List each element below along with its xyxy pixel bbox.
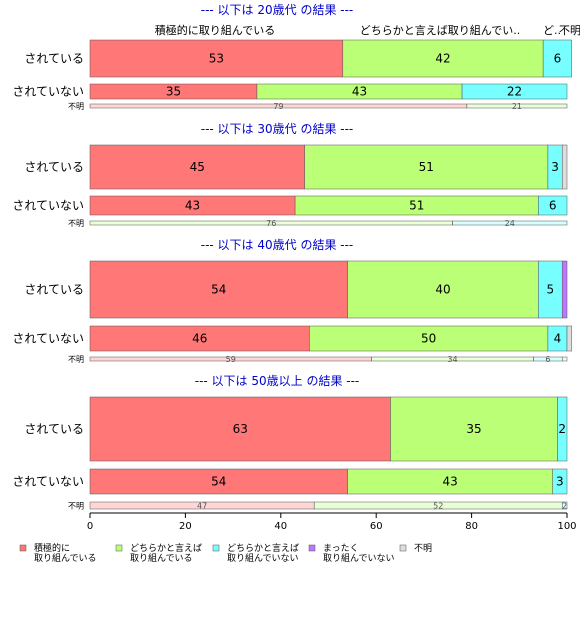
data-label: 21 xyxy=(512,102,522,111)
bar-segment xyxy=(561,260,568,319)
data-label: 3 xyxy=(551,160,559,174)
data-label: 4 xyxy=(554,332,562,346)
data-label: 35 xyxy=(466,422,481,436)
data-label: 79 xyxy=(273,102,283,111)
row-label: されている xyxy=(24,283,84,297)
panel-title: --- 以下は 40歳代 の結果 --- xyxy=(201,238,354,252)
x-tick-label: 100 xyxy=(557,521,576,532)
data-label: 6 xyxy=(549,199,557,213)
row-label: されている xyxy=(24,160,84,174)
data-label: 54 xyxy=(211,283,226,297)
data-label: 24 xyxy=(505,219,515,228)
bar-segment xyxy=(466,103,568,109)
legend-label: 取り組んでいる xyxy=(130,552,193,564)
data-label: 45 xyxy=(190,160,205,174)
bar-segment xyxy=(561,144,568,190)
data-label: 63 xyxy=(233,422,248,436)
bar-segment xyxy=(390,396,558,462)
bar-segment xyxy=(89,396,391,462)
data-label: 47 xyxy=(197,502,207,511)
legend-swatch xyxy=(115,544,123,552)
data-label: 5 xyxy=(546,283,554,297)
data-label: 59 xyxy=(226,355,236,364)
x-tick-label: 0 xyxy=(87,521,93,532)
bar-segment xyxy=(452,220,568,226)
data-label: 2 xyxy=(558,422,566,436)
legend-label: 取り組んでいる xyxy=(34,552,97,564)
row-label: されている xyxy=(24,422,84,436)
bar-segment xyxy=(552,468,568,495)
data-label: 53 xyxy=(209,52,224,66)
panel-title: --- 以下は 50歳以上 の結果 --- xyxy=(195,374,360,388)
legend-label: まったく xyxy=(323,543,359,554)
legend-swatch xyxy=(212,544,220,552)
data-label: 43 xyxy=(352,85,367,99)
data-label: 2 xyxy=(562,502,567,511)
bar-segment xyxy=(89,39,344,78)
legend-label: 取り組んでいない xyxy=(323,552,395,564)
data-label: 6 xyxy=(554,52,562,66)
legend-label: どちらかと言えば xyxy=(227,542,299,554)
segment-header-label: どちらかと言えば取り組んでい.. xyxy=(360,24,520,37)
x-tick-label: 20 xyxy=(179,521,192,532)
bar-segment xyxy=(309,325,549,352)
x-tick-label: 60 xyxy=(370,521,383,532)
bar-segment xyxy=(347,468,553,495)
data-label: 22 xyxy=(507,85,522,99)
legend-label: どちらかと言えば xyxy=(130,542,202,554)
row-label: 不明 xyxy=(68,502,84,511)
x-tick-label: 40 xyxy=(274,521,287,532)
bar-segment xyxy=(89,325,310,352)
row-label: されていない xyxy=(12,199,84,213)
data-label: 46 xyxy=(192,332,207,346)
bar-segment xyxy=(89,468,348,495)
legend-swatch xyxy=(399,544,407,552)
bar-segment xyxy=(342,39,544,78)
legend-label: 積極的に xyxy=(34,542,70,554)
legend-label: 取り組んでいない xyxy=(227,552,299,564)
bar-segment xyxy=(561,356,568,362)
x-tick-label: 80 xyxy=(465,521,478,532)
row-label: 不明 xyxy=(68,102,84,111)
bar-segment xyxy=(461,83,568,100)
data-label: 40 xyxy=(435,283,450,297)
bar-segment xyxy=(538,195,568,216)
row-label: 不明 xyxy=(68,355,84,364)
data-label: 76 xyxy=(266,219,276,228)
legend-swatch xyxy=(308,544,316,552)
data-label: 34 xyxy=(447,355,457,364)
legend-swatch xyxy=(19,544,27,552)
bar-segment xyxy=(347,260,539,319)
bar-segment xyxy=(557,396,568,462)
row-label: されていない xyxy=(12,85,84,99)
data-label: 42 xyxy=(435,52,450,66)
data-label: 51 xyxy=(409,199,424,213)
panel-title: --- 以下は 30歳代 の結果 --- xyxy=(201,122,354,136)
bar-segment xyxy=(304,144,549,190)
data-label: 51 xyxy=(419,160,434,174)
panel-title: --- 以下は 20歳代 の結果 --- xyxy=(201,3,354,17)
data-label: 43 xyxy=(442,475,457,489)
data-label: 6 xyxy=(545,355,550,364)
bar-segment xyxy=(566,325,573,352)
data-label: 54 xyxy=(211,475,226,489)
segment-header-label: ど.. xyxy=(543,24,561,37)
data-label: 3 xyxy=(556,475,564,489)
data-label: 50 xyxy=(421,332,436,346)
row-label: されていない xyxy=(12,475,84,489)
bar-segment xyxy=(89,260,348,319)
segment-header-label: 不明 xyxy=(559,24,580,37)
row-label: されている xyxy=(24,52,84,66)
bar-segment xyxy=(561,501,568,510)
data-label: 52 xyxy=(433,502,443,511)
segment-header-label: 積極的に取り組んでいる xyxy=(155,23,275,37)
data-label: 35 xyxy=(166,85,181,99)
data-label: 43 xyxy=(185,199,200,213)
row-label: されていない xyxy=(12,332,84,346)
legend-label: 不明 xyxy=(414,543,432,554)
row-label: 不明 xyxy=(68,219,84,228)
bar-segment xyxy=(542,39,573,78)
